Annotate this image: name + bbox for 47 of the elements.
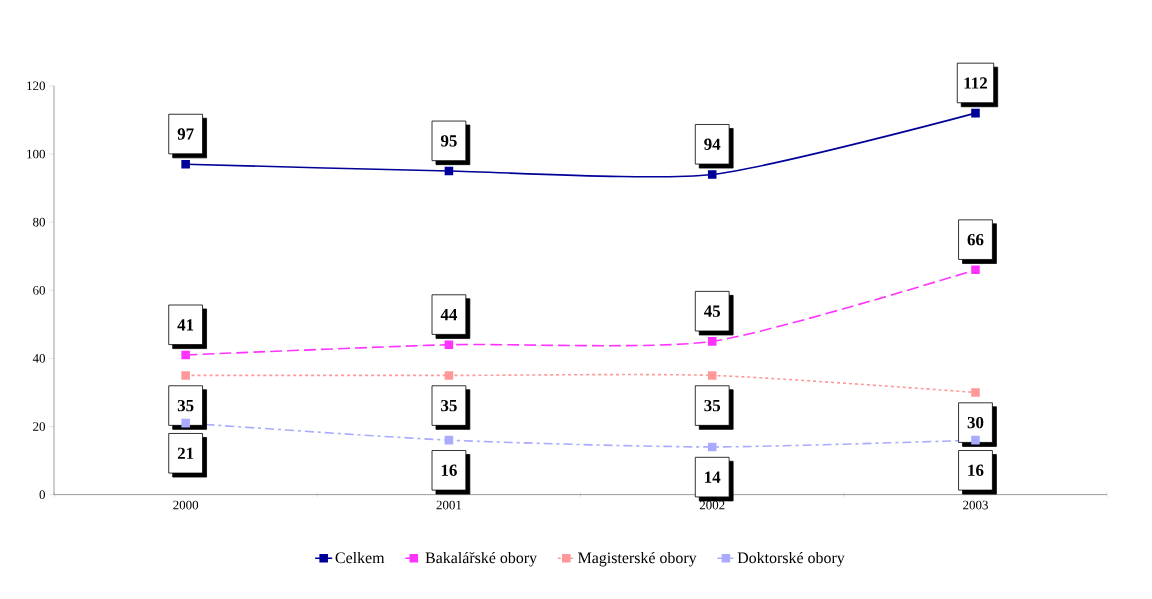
data-label: 21 [177,447,194,459]
point [181,418,190,428]
point [444,340,454,350]
y-tick-label: 120 [27,81,46,91]
legend-label: Doktorské obory [737,551,845,567]
data-label: 66 [967,233,984,246]
x-tick-label: 2002 [699,500,725,510]
y-tick-label: 100 [27,149,46,159]
y-tick-label: 40 [32,354,46,363]
point [707,442,717,452]
legend-label: Magisterské obory [578,551,697,567]
data-label: 16 [968,464,984,476]
data-label: 16 [441,464,457,476]
x-tick-label: 2001 [436,500,462,510]
y-tick-label: 80 [33,217,46,227]
point [181,371,190,380]
point [707,337,717,346]
y-tick-label: 20 [33,422,46,431]
data-label: 35 [704,399,721,412]
data-label: 112 [964,77,987,89]
data-label: 94 [704,138,721,150]
data-label: 97 [177,128,194,140]
data-label: 45 [703,305,721,317]
point [181,159,190,169]
point [444,435,454,445]
y-tick-label: 0 [39,490,46,499]
point [971,265,980,275]
data-label: 44 [440,309,458,321]
x-tick-label: 2000 [173,500,199,510]
data-label: 95 [440,135,457,147]
data-label: 30 [967,416,984,429]
point [707,170,717,179]
point [971,435,980,445]
point [444,166,454,176]
point [181,350,190,360]
y-tick-label: 60 [33,285,46,295]
data-label: 35 [441,399,457,412]
point [707,371,717,380]
x-tick-label: 2003 [963,500,988,510]
point [444,371,454,380]
point [971,108,980,118]
data-label: 14 [705,471,721,483]
legend-label: Bakalářské obory [425,551,537,567]
point [971,388,980,397]
data-label: 41 [177,319,194,331]
data-label: 35 [177,399,194,412]
legend-label: Celkem [335,551,385,564]
